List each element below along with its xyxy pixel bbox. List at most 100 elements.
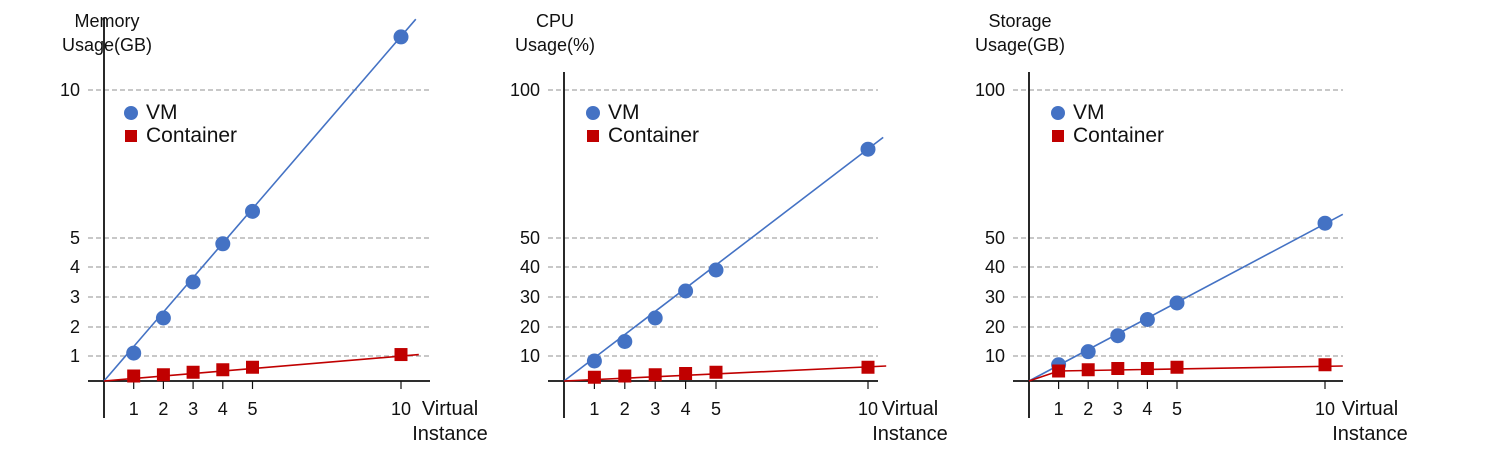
data-point-vm xyxy=(393,29,409,45)
chart-panel-memory: Memory Usage(GB) 1 2 3 4 5 10 1 2 3 4 5 10 VM Conta… xyxy=(0,0,500,462)
data-point-vm xyxy=(1169,295,1185,311)
data-point-container xyxy=(1081,363,1095,377)
data-point-container xyxy=(1318,358,1332,372)
x-axis-label-line1: Virtual xyxy=(1341,398,1399,420)
y-tick-label: 2 xyxy=(70,317,80,337)
y-tick-label: 40 xyxy=(520,257,540,277)
y-tick-label: 5 xyxy=(70,228,80,248)
x-axis-label-line1: Virtual xyxy=(881,398,939,420)
x-axis-label: Virtual Instance xyxy=(402,397,498,447)
legend-circle-icon xyxy=(1051,105,1065,120)
legend-label-vm: VM xyxy=(1073,101,1105,124)
x-axis-label-line1: Virtual xyxy=(421,398,479,420)
data-point-vm xyxy=(1080,344,1096,360)
y-tick-label: 30 xyxy=(985,287,1005,307)
y-axis-label: Storage Usage(GB) xyxy=(965,9,1075,57)
data-point-container xyxy=(127,369,141,383)
legend-label-container: Container xyxy=(146,124,238,147)
x-axis-label: Virtual Instance xyxy=(862,397,958,447)
x-tick-label: 4 xyxy=(1142,399,1152,419)
series-line-vm xyxy=(563,136,884,382)
x-axis-label-line2: Instance xyxy=(1332,423,1408,445)
x-axis-label-line2: Instance xyxy=(872,423,948,445)
legend-circle-icon xyxy=(124,105,138,120)
legend-item-vm: VM xyxy=(124,101,237,124)
series-line-container xyxy=(563,365,887,382)
legend-square-icon xyxy=(587,129,599,142)
y-tick-label: 50 xyxy=(520,228,540,248)
data-point-container xyxy=(1170,360,1184,374)
x-tick-label: 5 xyxy=(711,399,721,419)
x-tick-label: 10 xyxy=(391,399,411,419)
data-point-container xyxy=(156,368,170,382)
x-tick-label: 2 xyxy=(620,399,630,419)
data-point-container xyxy=(1140,362,1154,375)
x-tick-label: 3 xyxy=(650,399,660,419)
data-point-vm xyxy=(126,345,142,361)
x-axis-label-line2: Instance xyxy=(412,423,488,445)
legend-item-container: Container xyxy=(586,124,699,147)
x-tick-label: 2 xyxy=(158,399,168,419)
legend-label-vm: VM xyxy=(146,101,178,124)
chart-panel-storage: Storage Usage(GB) 10 20 30 40 50 100 1 2 3 4 5 10 V… xyxy=(925,0,1425,462)
y-tick-label: 30 xyxy=(520,287,540,307)
y-axis-label-line2: Usage(%) xyxy=(514,35,596,55)
data-point-container xyxy=(1111,362,1125,375)
y-tick-label: 40 xyxy=(985,257,1005,277)
y-tick-label: 100 xyxy=(510,80,540,100)
y-axis-label: Memory Usage(GB) xyxy=(52,9,162,57)
legend-circle-icon xyxy=(586,105,600,120)
data-point-vm xyxy=(708,262,724,278)
data-point-vm xyxy=(245,203,260,219)
legend-item-container: Container xyxy=(124,124,237,147)
y-tick-label: 10 xyxy=(60,80,80,100)
y-tick-label: 20 xyxy=(985,317,1005,337)
x-tick-label: 1 xyxy=(1054,399,1064,419)
legend-label-vm: VM xyxy=(608,101,640,124)
data-point-container xyxy=(216,363,230,377)
x-tick-label: 5 xyxy=(247,399,257,419)
x-tick-label: 1 xyxy=(589,399,599,419)
data-point-vm xyxy=(617,334,633,349)
data-point-container xyxy=(709,365,723,379)
legend: VM Container xyxy=(124,101,237,147)
y-tick-label: 1 xyxy=(70,346,80,366)
legend-label-container: Container xyxy=(1073,124,1165,147)
chart-panel-cpu: CPU Usage(%) 10 20 30 40 50 100 1 2 3 4 5 10 VM Con… xyxy=(460,0,960,462)
y-tick-label: 100 xyxy=(975,80,1005,100)
x-tick-label: 1 xyxy=(129,399,139,419)
data-point-container xyxy=(679,367,693,380)
data-point-container xyxy=(246,360,259,374)
x-axis-label: Virtual Instance xyxy=(1322,397,1418,447)
legend-square-icon xyxy=(1052,129,1064,142)
data-point-vm xyxy=(647,310,663,326)
data-point-vm xyxy=(586,353,602,369)
legend-item-vm: VM xyxy=(586,101,699,124)
legend-item-vm: VM xyxy=(1051,101,1164,124)
y-tick-label: 20 xyxy=(520,317,540,337)
legend: VM Container xyxy=(1051,101,1164,147)
x-tick-label: 4 xyxy=(681,399,691,419)
x-tick-label: 10 xyxy=(1315,399,1335,419)
data-point-vm xyxy=(1317,215,1333,231)
y-axis-label-line2: Usage(GB) xyxy=(61,35,153,55)
y-axis-label-line2: Usage(GB) xyxy=(974,35,1066,55)
legend-item-container: Container xyxy=(1051,124,1164,147)
x-tick-label: 5 xyxy=(1172,399,1182,419)
data-point-vm xyxy=(185,274,201,290)
x-tick-label: 3 xyxy=(1113,399,1123,419)
x-tick-label: 2 xyxy=(1083,399,1093,419)
y-axis-label-line1: CPU xyxy=(535,11,574,31)
data-point-container xyxy=(1052,364,1066,378)
data-point-vm xyxy=(860,141,876,157)
x-tick-label: 10 xyxy=(858,399,878,419)
legend-square-icon xyxy=(125,129,137,142)
x-tick-label: 4 xyxy=(218,399,228,419)
series-line-container xyxy=(1028,365,1343,382)
data-point-container xyxy=(618,369,632,383)
data-point-container xyxy=(186,365,200,379)
y-axis-label: CPU Usage(%) xyxy=(500,9,610,57)
